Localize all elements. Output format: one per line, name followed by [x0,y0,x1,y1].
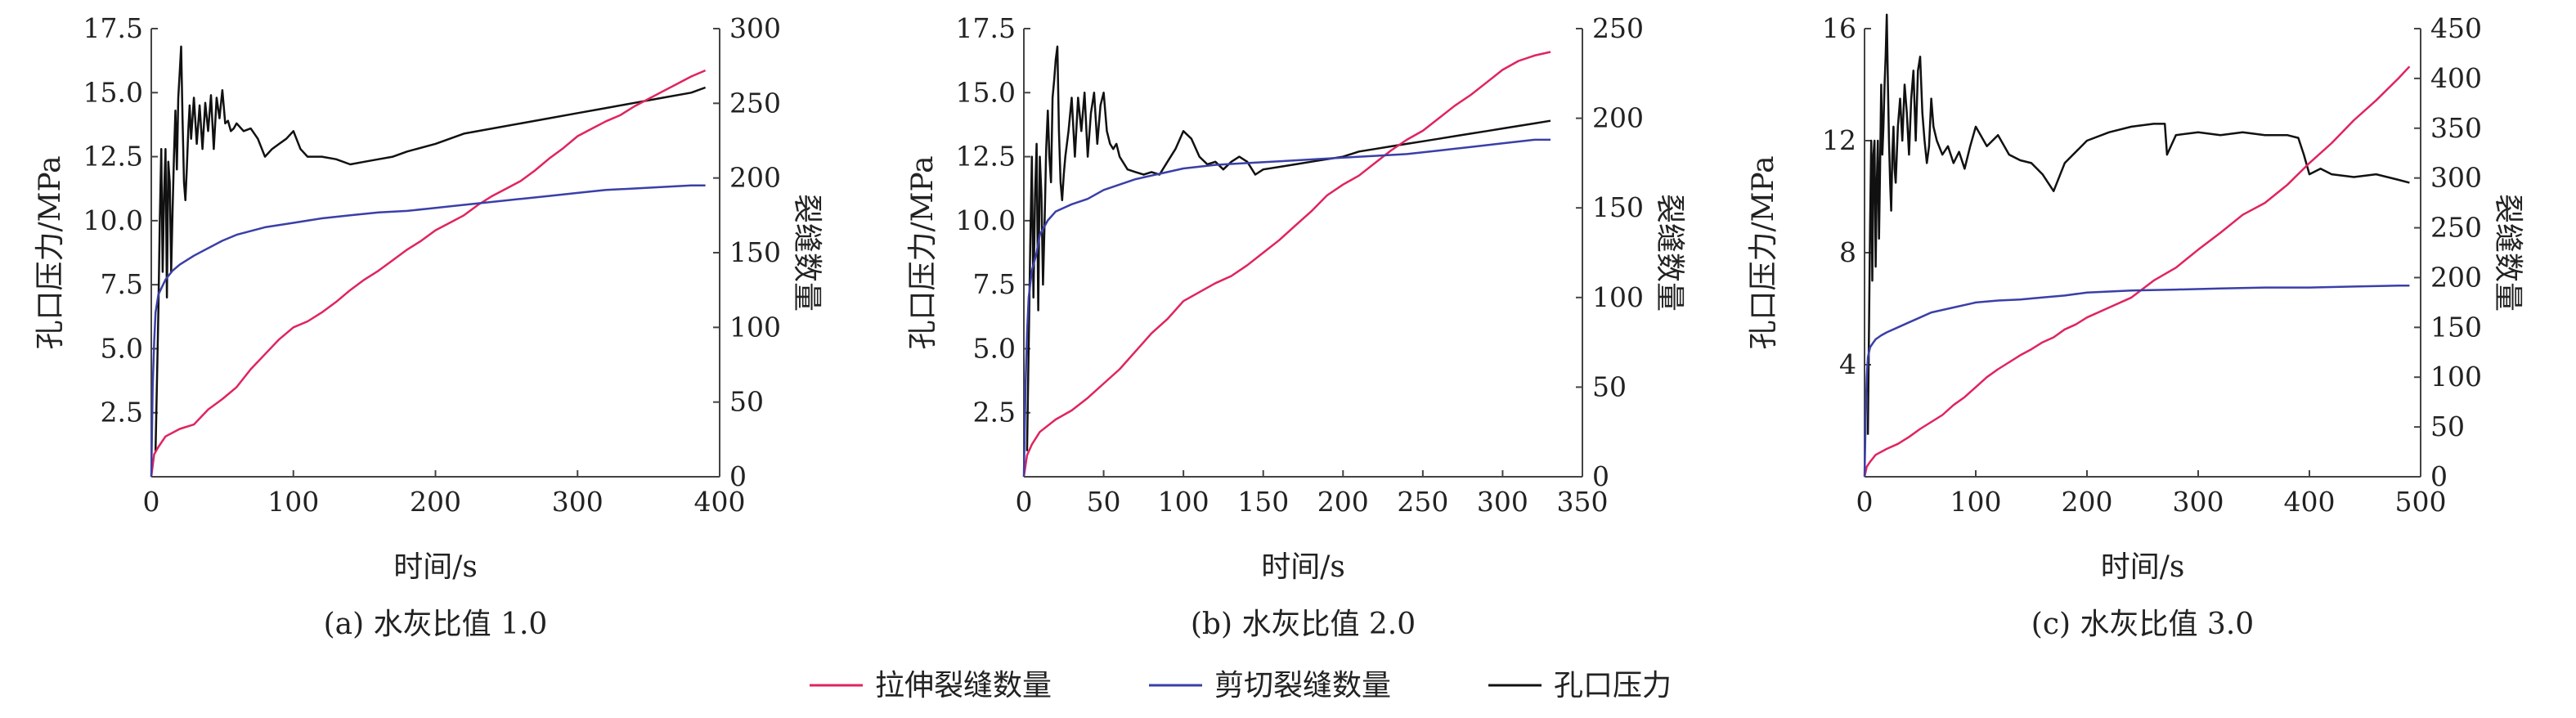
x-tick-label-a: 100 [267,486,319,518]
chart-panel-c: 0 100 200 300 400 500 4 8 12 16 0 50 100 150 200 250 300… [1747,12,2524,641]
y-tick-label-right-c: 350 [2430,112,2482,144]
y-tick-label-left-a: 15.0 [83,76,143,108]
x-tick-label-c: 400 [2284,486,2336,518]
chart-panel-b: 0 50 100 150 200 250 300 350 2.5 5.0 7.5 10.0 12.5 15… [906,12,1686,641]
series-line-b-2 [1022,138,1551,478]
x-tick-label-c: 300 [2173,486,2224,518]
y-tick-label-right-a: 50 [729,386,764,418]
chart-caption-c: (c) 水灰比值 3.0 [2031,608,2254,641]
x-tick-label-b: 250 [1397,486,1448,518]
y-tick-label-right-a: 250 [729,87,781,119]
y-tick-label-right-b: 250 [1592,12,1644,44]
y-tick-label-right-c: 150 [2430,311,2482,343]
x-tick-label-c: 100 [1950,486,2002,518]
y-tick-label-right-c: 250 [2430,212,2482,244]
y-tick-label-left-a: 5.0 [101,332,143,364]
x-tick-label-b: 200 [1317,486,1369,518]
x-tick-label-a: 0 [143,486,160,518]
y-axis-label-right-b: 裂缝数量 [1653,194,1686,312]
y-tick-label-left-b: 5.0 [973,332,1016,364]
x-tick-label-b: 100 [1158,486,1209,518]
y-tick-label-right-b: 100 [1592,281,1644,313]
y-tick-label-left-a: 17.5 [83,12,143,44]
x-axis-label-c: 时间/s [2101,550,2185,584]
y-tick-label-left-b: 2.5 [973,397,1016,429]
y-tick-label-right-a: 100 [729,311,781,343]
x-tick-label-b: 0 [1016,486,1033,518]
legend: 拉伸裂缝数量 剪切裂缝数量 孔口压力 [810,669,1672,702]
y-tick-label-left-c: 8 [1839,236,1856,268]
y-tick-label-left-a: 10.0 [83,204,143,236]
y-axis-label-left-c: 孔口压力/MPa [1747,155,1780,349]
y-tick-label-right-c: 50 [2430,411,2465,442]
y-tick-label-right-a: 300 [729,12,781,44]
y-tick-label-right-c: 450 [2430,12,2482,44]
y-tick-label-left-b: 10.0 [956,204,1016,236]
y-tick-label-right-b: 150 [1592,191,1644,223]
y-tick-label-right-a: 0 [729,460,747,492]
x-tick-label-a: 400 [694,486,746,518]
x-tick-label-b: 300 [1477,486,1528,518]
chart-caption-b: (b) 水灰比值 2.0 [1191,608,1416,641]
y-axis-label-right-a: 裂缝数量 [790,194,824,312]
y-tick-label-right-c: 100 [2430,361,2482,393]
y-tick-label-right-c: 300 [2430,162,2482,194]
y-tick-label-left-a: 12.5 [83,141,143,173]
y-tick-label-left-a: 7.5 [101,268,143,300]
y-axis-label-right-c: 裂缝数量 [2491,194,2524,312]
x-tick-label-c: 500 [2395,486,2447,518]
series-line-c-2 [1863,284,2410,478]
series-line-c-0 [1866,13,2410,435]
x-tick-label-b: 50 [1087,486,1121,518]
y-tick-label-left-c: 12 [1822,124,1856,156]
y-tick-label-right-b: 200 [1592,102,1644,134]
y-tick-label-right-a: 200 [729,162,781,194]
y-tick-label-left-b: 15.0 [956,76,1016,108]
x-tick-label-c: 0 [1856,486,1874,518]
y-tick-label-right-a: 150 [729,236,781,268]
x-tick-label-a: 200 [410,486,461,518]
legend-label-pressure: 孔口压力 [1554,669,1672,702]
y-tick-label-left-c: 16 [1822,12,1856,44]
y-tick-label-right-c: 400 [2430,62,2482,94]
legend-label-tensile: 拉伸裂缝数量 [875,669,1052,702]
series-line-a-0 [154,45,707,451]
x-axis-label-b: 时间/s [1261,550,1345,584]
y-tick-label-left-b: 12.5 [956,141,1016,173]
y-tick-label-right-b: 0 [1592,460,1609,492]
legend-label-shear: 剪切裂缝数量 [1214,669,1391,702]
y-tick-label-left-b: 7.5 [973,268,1016,300]
x-tick-label-c: 200 [2062,486,2113,518]
x-axis-label-a: 时间/s [393,550,478,584]
y-tick-label-left-a: 2.5 [101,397,143,429]
chart-panel-a: 0 100 200 300 400 2.5 5.0 7.5 10.0 12.5 15.0 17.5 0 5… [34,12,824,641]
y-axis-label-left-a: 孔口压力/MPa [34,155,67,349]
series-line-b-1 [1022,51,1551,478]
y-tick-label-left-b: 17.5 [956,12,1016,44]
y-tick-label-right-b: 50 [1592,370,1627,402]
x-tick-label-b: 350 [1557,486,1609,518]
x-tick-label-b: 150 [1237,486,1289,518]
x-tick-label-a: 300 [552,486,604,518]
series-line-b-0 [1025,45,1551,451]
series-line-a-1 [150,69,707,478]
series-line-a-2 [150,184,706,478]
chart-caption-a: (a) 水灰比值 1.0 [324,608,548,641]
y-tick-label-right-c: 200 [2430,261,2482,293]
y-tick-label-right-c: 0 [2430,460,2448,492]
series-line-c-1 [1863,65,2411,478]
y-axis-label-left-b: 孔口压力/MPa [906,155,940,349]
y-tick-label-left-c: 4 [1839,348,1856,380]
